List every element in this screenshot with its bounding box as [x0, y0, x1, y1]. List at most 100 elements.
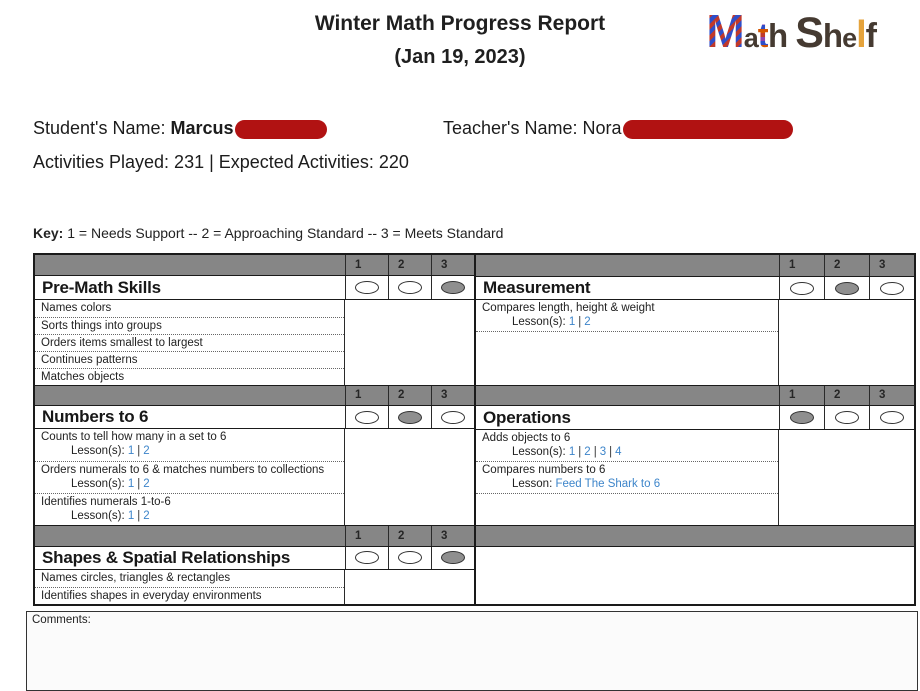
student-name-value: Marcus	[170, 118, 234, 138]
score-col-header: 1	[779, 255, 824, 276]
skill-row: Counts to tell how many in a set to 6 Le…	[41, 431, 227, 458]
score-col-header: 2	[388, 255, 431, 276]
score-header-row: 1 2 3	[476, 384, 914, 407]
score-col-header: 2	[824, 385, 869, 406]
comments-label: Comments:	[32, 614, 91, 626]
score-col-header: 1	[345, 255, 388, 276]
lesson-link[interactable]: 1	[568, 316, 576, 329]
student-name-redaction	[234, 120, 327, 139]
score-col-header: 2	[388, 385, 431, 406]
logo-letter: h	[822, 17, 843, 54]
score-col-header: 3	[431, 385, 474, 406]
skill-row: Compares numbers to 6 Lesson: Feed The S…	[476, 462, 778, 494]
score-oval	[441, 551, 465, 565]
score-oval	[398, 281, 422, 294]
logo-letter: e	[842, 23, 857, 53]
score-header-row: 1 2 3	[35, 384, 474, 407]
score-col-header: 3	[869, 255, 914, 276]
skill-row: Names colors	[41, 301, 112, 314]
student-name-label: Student's Name:	[33, 118, 166, 138]
score-key: Key: 1 = Needs Support -- 2 = Approachin…	[33, 225, 920, 241]
score-header-row: 1 2 3	[35, 525, 474, 547]
score-oval	[398, 410, 422, 424]
lesson-link[interactable]: 1	[568, 446, 576, 458]
section-title: Shapes & Spatial Relationships	[42, 547, 291, 567]
page-subtitle: (Jan 19, 2023)	[394, 46, 526, 68]
empty-section-cell	[476, 546, 914, 604]
section-row-numbers: Numbers to 6	[35, 406, 474, 430]
skill-row: Identifies shapes in everyday environmen…	[35, 587, 344, 604]
student-info: Student's Name: Marcus Teacher's Name: N…	[33, 118, 920, 173]
lesson-link[interactable]: 1	[127, 510, 135, 523]
lesson-link[interactable]: 1	[127, 478, 135, 491]
score-oval	[835, 281, 859, 295]
section-row-shapes: Shapes & Spatial Relationships	[35, 546, 474, 571]
score-col-header: 3	[869, 385, 914, 406]
section-skills-operations: Adds objects to 6 Lesson(s): 1 | 2 | 3 | 4 Com…	[476, 430, 914, 525]
section-skills-numbers: Counts to tell how many in a set to 6 Le…	[35, 429, 474, 526]
skill-row: Identifies numerals 1-to-6 Lesson(s): 1 |…	[35, 493, 344, 525]
lesson-link[interactable]: 2	[143, 510, 150, 523]
page-title: Winter Math Progress Report	[314, 12, 606, 35]
score-oval	[441, 410, 465, 424]
score-col-header: 2	[388, 526, 431, 546]
skill-row: Orders items smallest to largest	[35, 333, 344, 351]
skill-row: Orders numerals to 6 & matches numbers t…	[35, 461, 344, 493]
score-oval	[790, 411, 814, 425]
lesson-link[interactable]: Feed The Shark to 6	[555, 478, 661, 490]
score-header-row-empty	[476, 524, 914, 547]
teacher-name-value: Nora	[582, 118, 622, 138]
score-col-header: 1	[345, 526, 388, 546]
section-row-measurement: Measurement	[476, 276, 914, 301]
score-header-row: 1 2 3	[35, 255, 474, 277]
lesson-link[interactable]: 2	[143, 478, 150, 491]
score-oval	[398, 551, 422, 565]
report-header: Winter Math Progress Report (Jan 19, 202…	[0, 0, 920, 69]
score-col-header: 2	[824, 255, 869, 276]
lesson-link[interactable]: 2	[143, 445, 150, 458]
logo-letter: f	[865, 17, 877, 55]
progress-table: 1 2 3 Pre-Math Skills Names colors Sorts…	[33, 253, 916, 606]
score-col-header: 1	[779, 385, 824, 406]
score-oval	[355, 410, 379, 424]
logo-letter: h	[768, 17, 788, 54]
math-shelf-logo: Math Shelf	[706, 4, 877, 58]
logo-letter: a	[743, 23, 759, 53]
score-oval	[880, 411, 904, 425]
skill-row: Matches objects	[35, 367, 344, 385]
lesson-link[interactable]: 3	[599, 446, 607, 458]
score-oval	[441, 281, 465, 294]
score-oval	[790, 281, 814, 295]
score-oval	[355, 281, 379, 294]
skill-row: Compares length, height & weight Lesson(…	[476, 300, 778, 333]
teacher-name-label: Teacher's Name:	[443, 118, 578, 138]
section-title: Pre-Math Skills	[42, 277, 161, 297]
lesson-link[interactable]: 2	[584, 446, 591, 458]
teacher-name-redaction	[622, 120, 793, 139]
section-row-operations: Operations	[476, 406, 914, 430]
score-oval	[880, 281, 904, 295]
logo-letter: t	[757, 17, 769, 55]
lesson-link[interactable]: 4	[615, 446, 622, 458]
section-title: Measurement	[483, 278, 591, 298]
score-col-header: 3	[431, 526, 474, 546]
skill-row: Continues patterns	[35, 350, 344, 368]
score-key-text: 1 = Needs Support -- 2 = Approaching Sta…	[67, 225, 504, 241]
score-oval	[355, 551, 379, 565]
activities-summary: Activities Played: 231 | Expected Activi…	[33, 152, 409, 172]
section-title: Numbers to 6	[42, 407, 149, 427]
skill-row: Adds objects to 6 Lesson(s): 1 | 2 | 3 | 4	[476, 430, 778, 462]
lesson-link[interactable]: 1	[127, 445, 135, 458]
score-col-header: 1	[345, 385, 388, 406]
section-row-pre-math: Pre-Math Skills	[35, 276, 474, 300]
logo-letter: l	[856, 14, 867, 56]
comments-box: Comments:	[26, 611, 918, 691]
table-left-column: 1 2 3 Pre-Math Skills Names colors Sorts…	[35, 255, 476, 605]
section-title: Operations	[483, 407, 571, 427]
lesson-link[interactable]: 2	[584, 316, 591, 329]
section-skills-measurement: Compares length, height & weight Lesson(…	[476, 300, 914, 385]
skill-row: Names circles, triangles & rectangles	[41, 572, 231, 585]
table-right-column: 1 2 3 Measurement Compares length, heigh…	[476, 255, 914, 604]
score-header-row: 1 2 3	[476, 255, 914, 277]
score-oval	[835, 411, 859, 425]
